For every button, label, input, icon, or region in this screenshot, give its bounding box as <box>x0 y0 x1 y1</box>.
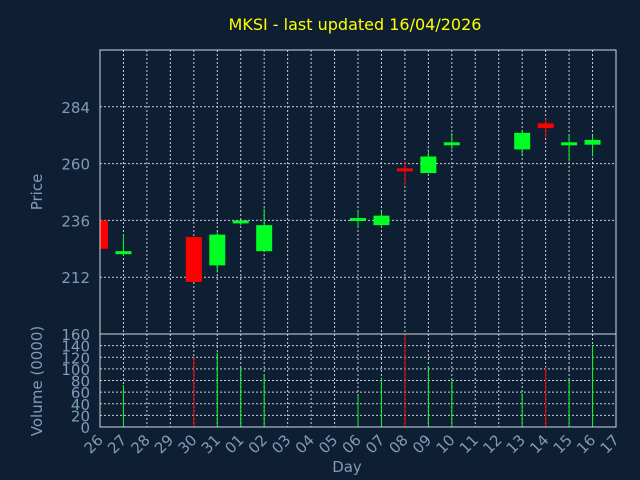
x-tick-label: 14 <box>526 431 552 457</box>
candle-body <box>100 220 108 249</box>
volume-tick-label: 80 <box>71 373 90 391</box>
x-tick-label: 12 <box>479 431 505 457</box>
price-tick-label: 260 <box>61 156 90 174</box>
x-tick-label: 08 <box>386 431 412 457</box>
x-tick-label: 15 <box>550 431 576 457</box>
x-tick-label: 04 <box>292 431 318 457</box>
x-tick-label: 10 <box>432 431 458 457</box>
x-tick-label: 05 <box>315 431 341 457</box>
volume-tick-label: 160 <box>61 326 90 344</box>
candle-body <box>443 142 460 146</box>
volume-tick-label: 0 <box>80 419 90 437</box>
candle-body <box>537 123 554 129</box>
candle-body <box>115 251 132 255</box>
volume-tick-label: 60 <box>71 384 90 402</box>
candle-body <box>561 142 578 146</box>
candle-body <box>209 234 226 266</box>
x-tick-label: 28 <box>128 431 154 457</box>
x-tick-label: 11 <box>456 431 482 457</box>
x-axis-label: Day <box>332 458 362 476</box>
x-tick-label: 31 <box>198 431 224 457</box>
volume-tick-label: 140 <box>61 338 90 356</box>
x-tick-label: 07 <box>362 431 388 457</box>
candle-body <box>584 139 601 145</box>
x-tick-label: 17 <box>597 431 623 457</box>
volume-axis-label: Volume (0000) <box>28 326 46 436</box>
candle-body <box>350 218 366 222</box>
x-tick-label: 16 <box>573 431 599 457</box>
candle-body <box>232 220 249 224</box>
x-tick-label: 09 <box>409 431 435 457</box>
price-axis-label: Price <box>28 174 46 211</box>
volume-panel-frame <box>99 333 617 428</box>
volume-tick-label: 100 <box>61 361 90 379</box>
volume-tick-label: 20 <box>71 407 90 425</box>
candle-body <box>256 225 273 252</box>
candle-body <box>396 168 413 172</box>
candle-body <box>373 215 390 226</box>
price-tick-label: 284 <box>61 99 90 117</box>
x-tick-label: 30 <box>174 431 200 457</box>
x-tick-label: 01 <box>221 431 247 457</box>
volume-tick-label: 120 <box>61 349 90 367</box>
x-tick-label: 13 <box>503 431 529 457</box>
x-tick-label: 29 <box>151 431 177 457</box>
candle-body <box>185 236 202 282</box>
chart-title: MKSI - last updated 16/04/2026 <box>229 15 482 34</box>
candle-body <box>514 132 531 150</box>
volume-tick-label: 40 <box>71 396 90 414</box>
price-tick-label: 236 <box>61 212 90 230</box>
candles-group <box>100 118 601 282</box>
x-tick-label: 03 <box>268 431 294 457</box>
x-tick-label: 06 <box>339 431 365 457</box>
candle-body <box>420 156 437 174</box>
x-tick-label: 27 <box>104 431 130 457</box>
x-tick-label: 02 <box>245 431 271 457</box>
price-tick-label: 212 <box>61 269 90 287</box>
